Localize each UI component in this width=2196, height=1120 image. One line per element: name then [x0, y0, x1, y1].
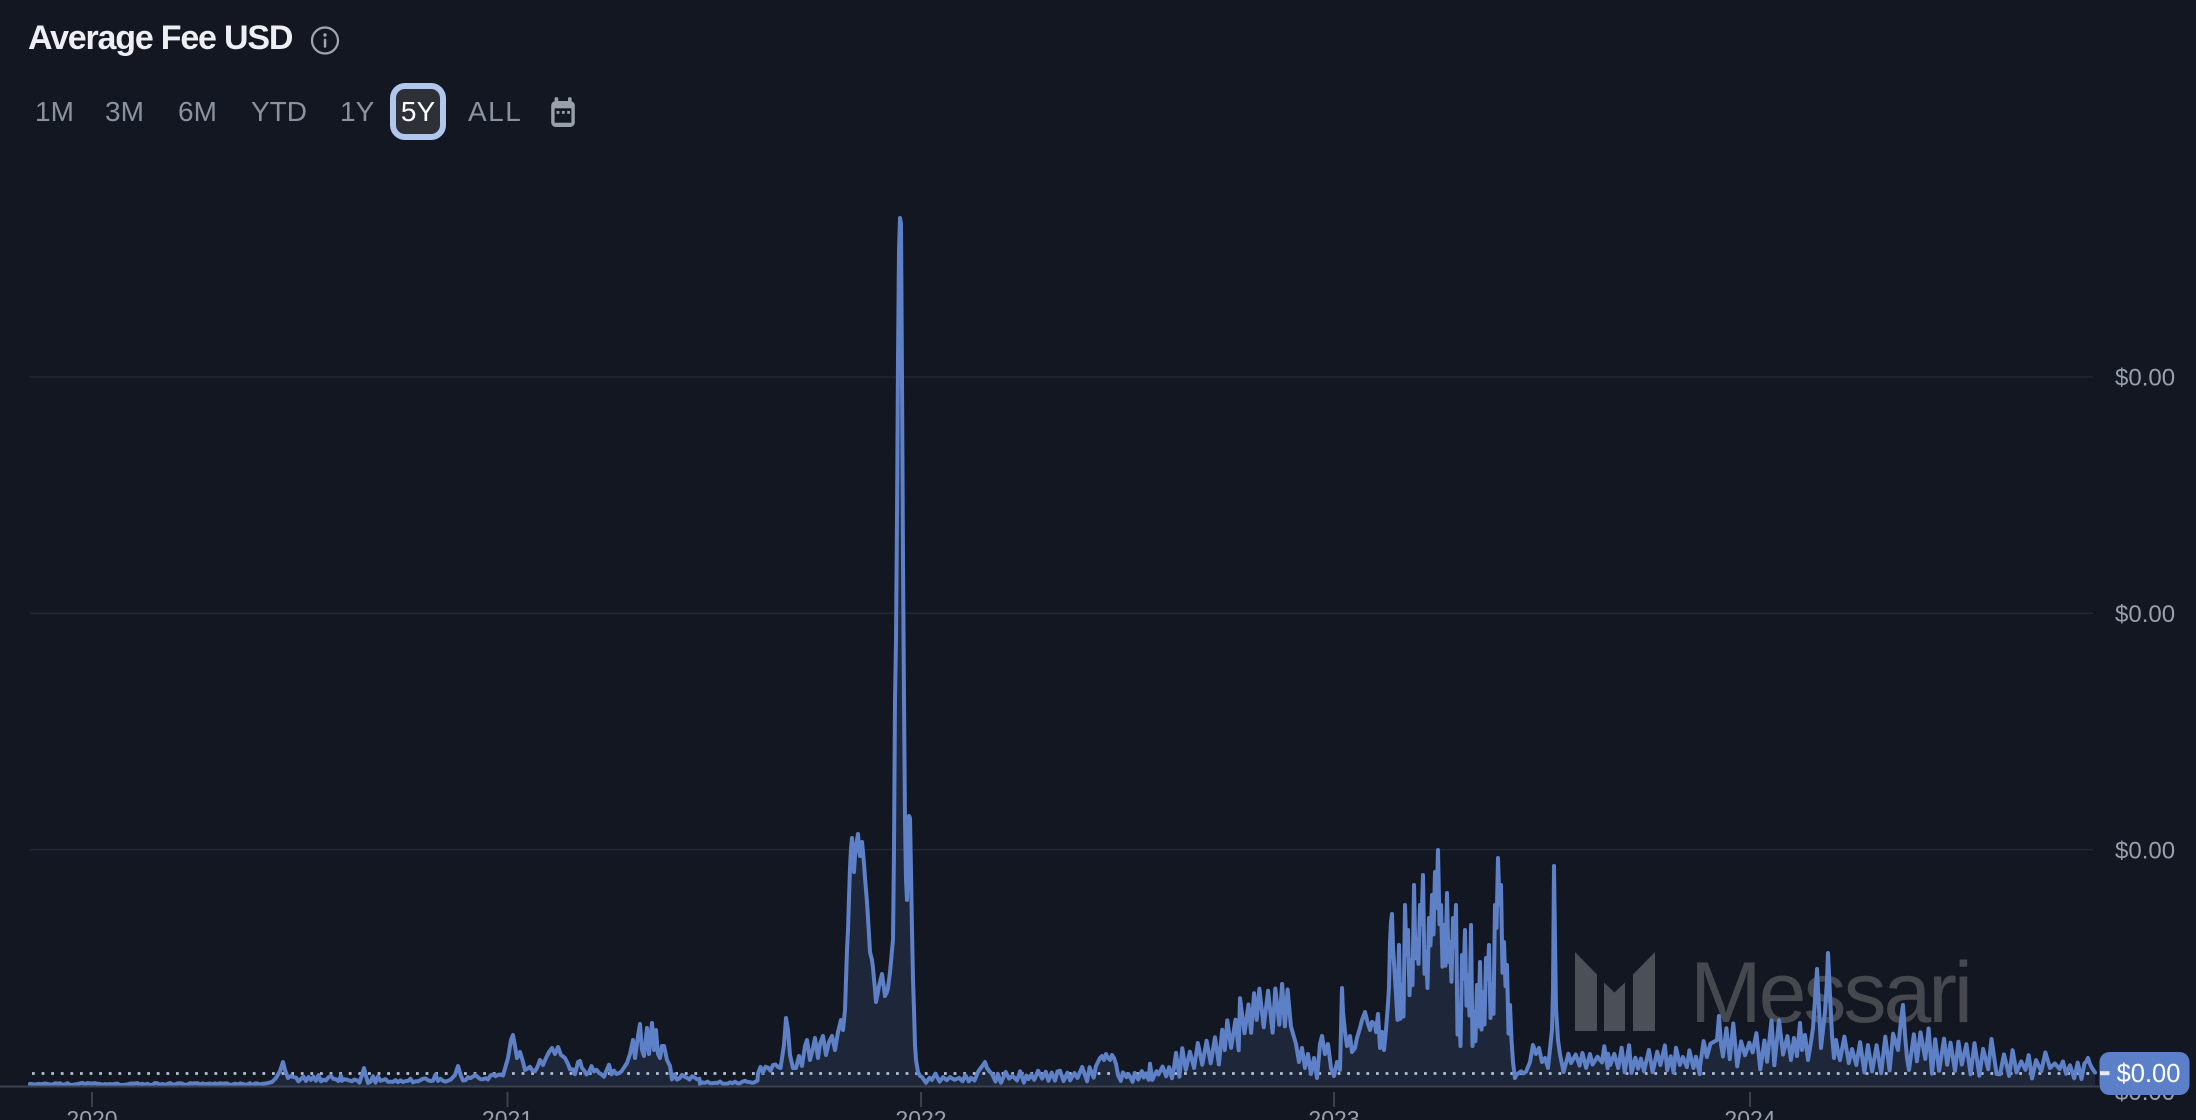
svg-text:$0.00: $0.00	[2115, 365, 2175, 392]
svg-text:2023: 2023	[1308, 1106, 1359, 1120]
svg-text:2021: 2021	[482, 1106, 533, 1120]
svg-text:2020: 2020	[66, 1106, 117, 1120]
svg-text:$0.00: $0.00	[2117, 1060, 2181, 1088]
svg-text:$0.00: $0.00	[2115, 837, 2175, 864]
svg-text:$0.00: $0.00	[2115, 601, 2175, 628]
svg-text:2022: 2022	[895, 1106, 946, 1120]
svg-text:2024: 2024	[1724, 1106, 1775, 1120]
